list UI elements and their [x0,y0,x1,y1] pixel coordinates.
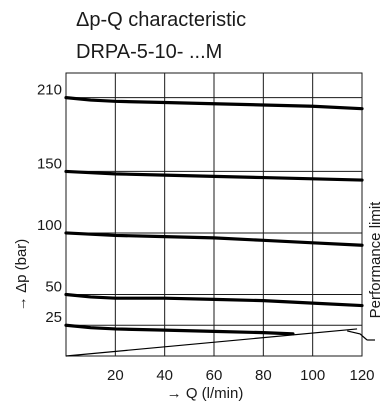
performance-limit-leader [347,330,368,341]
y-tick-label: 210 [37,82,62,99]
y-tick-label: 150 [37,155,62,172]
x-tick-label: 40 [156,367,173,384]
grid [65,72,363,357]
series-line-3 [64,231,364,247]
x-tick-label: 100 [300,367,325,384]
y-tick-label: 25 [45,309,62,326]
series-line-2 [64,169,364,182]
chart-title: Δp-Q characteristic [76,9,246,31]
y-tick-label: 100 [37,217,62,234]
y-axis-label: → Δp (bar) [13,239,30,312]
performance-limit-line [65,328,375,357]
y-tick-label: 50 [45,278,62,295]
curves [64,96,364,336]
series-line-4 [64,292,364,308]
x-tick-labels: 20 40 60 80 100 120 [107,367,375,384]
chart-subtitle: DRPA-5-10- ...M [76,41,222,63]
series-line-5 [64,323,295,336]
x-axis-label: → Q (l/min) [167,385,244,402]
performance-limit-label: Performance limit [367,201,384,319]
x-tick-label: 20 [107,367,124,384]
y-tick-labels: 25 50 100 150 210 [37,82,62,327]
series-line-1 [64,96,364,111]
x-tick-label: 60 [206,367,223,384]
x-tick-label: 120 [349,367,374,384]
x-tick-label: 80 [255,367,272,384]
performance-limit-curve [65,328,358,357]
